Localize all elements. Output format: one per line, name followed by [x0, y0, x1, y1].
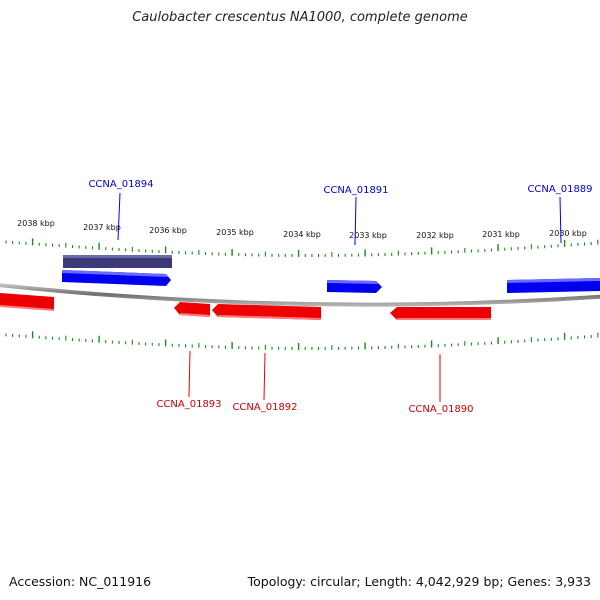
- gene-label[interactable]: CCNA_01892: [232, 402, 297, 413]
- scale-label: 2033 kbp: [349, 231, 387, 240]
- gene-ccna-01889[interactable]: [507, 278, 600, 293]
- gene-ccna-01890[interactable]: [390, 307, 491, 320]
- scale-label: 2034 kbp: [283, 230, 321, 239]
- label-leader: [263, 352, 266, 401]
- scale-label: 2037 kbp: [83, 223, 121, 232]
- scale-label: 2032 kbp: [416, 231, 454, 240]
- inner-tick-track: [5, 331, 599, 350]
- scale-label: 2038 kbp: [17, 219, 55, 228]
- gene-label[interactable]: CCNA_01889: [527, 184, 592, 195]
- label-leader: [188, 350, 191, 398]
- scale-label: 2030 kbp: [549, 229, 587, 238]
- scale-label: 2036 kbp: [149, 226, 187, 235]
- gene-ccna-01889-partial[interactable]: [0, 293, 54, 311]
- scale-label: 2031 kbp: [482, 230, 520, 239]
- genome-backbone: [0, 283, 600, 307]
- outer-tick-track: [5, 238, 599, 257]
- gene-label[interactable]: CCNA_01894: [88, 179, 153, 190]
- accession-text: Accession: NC_011916: [9, 574, 152, 589]
- label-leader: [559, 196, 562, 244]
- gene-label[interactable]: CCNA_01891: [323, 185, 388, 196]
- scale-label: 2035 kbp: [216, 228, 254, 237]
- label-leader: [354, 196, 357, 246]
- map-title: Caulobacter crescentus NA1000, complete …: [132, 10, 468, 25]
- gene-ccna-01893[interactable]: [174, 302, 210, 317]
- gene-ccna-01894[interactable]: [62, 255, 172, 286]
- scale-labels: 2038 kbp 2037 kbp 2036 kbp 2035 kbp 2034…: [17, 219, 587, 240]
- gene-label[interactable]: CCNA_01890: [408, 404, 473, 415]
- gene-label[interactable]: CCNA_01893: [156, 399, 221, 410]
- label-leader: [117, 192, 121, 241]
- gene-ccna-01891[interactable]: [327, 280, 382, 293]
- gene-ccna-01892[interactable]: [212, 304, 321, 320]
- genome-info-text: Topology: circular; Length: 4,042,929 bp…: [247, 574, 591, 589]
